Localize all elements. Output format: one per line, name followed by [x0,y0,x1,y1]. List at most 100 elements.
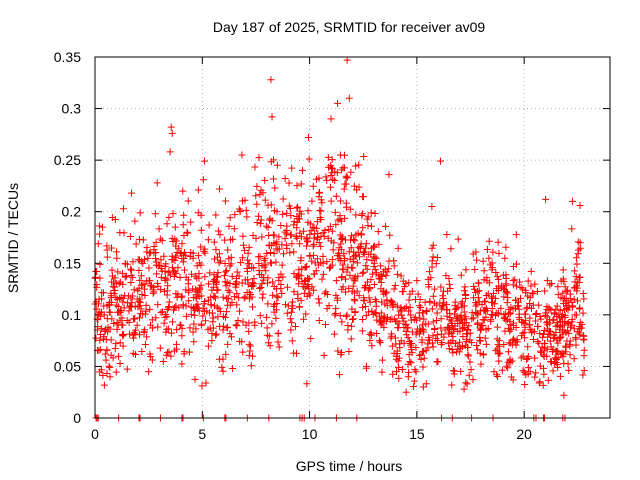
data-point [189,328,197,336]
data-point [382,222,390,230]
data-point [102,356,110,364]
data-point [438,339,446,347]
data-point [119,269,127,277]
data-point [512,296,520,304]
data-point [238,197,246,205]
data-point-outlier [267,76,275,84]
data-point [119,298,127,306]
data-point [346,236,354,244]
data-point [475,287,483,295]
data-point [264,274,272,282]
data-point [188,270,196,278]
data-point [169,210,177,218]
data-point [448,381,456,389]
data-point [535,301,543,309]
data-point [468,309,476,317]
data-point [489,311,497,319]
data-point [461,283,469,291]
data-point [92,298,100,306]
data-point [465,322,473,330]
data-point [398,311,406,319]
data-point [523,305,531,313]
data-point [545,305,553,313]
data-point [454,317,462,325]
data-point [231,211,239,219]
data-point [532,310,540,318]
data-point [152,238,160,246]
data-point [506,339,514,347]
data-point [245,352,253,360]
data-point [139,236,147,244]
data-point [389,370,397,378]
data-point [283,209,291,217]
data-point [341,214,349,222]
data-point [147,321,155,329]
data-point [112,340,120,348]
data-point [557,333,565,341]
data-point [437,305,445,313]
data-point [242,206,250,214]
data-point [418,309,426,317]
data-point [434,253,442,261]
data-point [357,231,365,239]
data-point [485,279,493,287]
data-point [251,321,259,329]
data-point [283,283,291,291]
data-point [376,339,384,347]
data-point [470,294,478,302]
data-point [316,188,324,196]
y-tick-label: 0 [73,410,81,426]
data-point [179,221,187,229]
data-point [300,315,308,323]
data-point [323,176,331,184]
data-point [119,342,127,350]
data-point [553,348,561,356]
data-point [561,314,569,322]
data-point [550,316,558,324]
data-point [482,313,490,321]
data-point [108,266,116,274]
data-point [249,303,257,311]
data-point [130,286,138,294]
data-point [476,337,484,345]
data-point [290,270,298,278]
data-point [269,231,277,239]
data-point [191,375,199,383]
data-point [263,324,271,332]
data-point [129,273,137,281]
data-point [547,358,555,366]
data-point [322,288,330,296]
data-point [355,292,363,300]
data-point [110,320,118,328]
data-point [350,289,358,297]
data-point [532,311,540,319]
data-point [416,314,424,322]
data-point [332,221,340,229]
data-point [350,182,358,190]
data-point [315,174,323,182]
data-point [481,297,489,305]
data-point [342,312,350,320]
data-point [509,376,517,384]
data-point [290,248,298,256]
data-point [359,249,367,257]
data-point [179,258,187,266]
data-point [362,312,370,320]
data-point [493,335,501,343]
data-point [572,254,580,262]
data-point [177,321,185,329]
data-point [277,270,285,278]
data-point [261,176,269,184]
data-point [268,320,276,328]
data-point [254,212,262,220]
data-point [201,273,209,281]
data-point [216,231,224,239]
data-point [262,222,270,230]
data-point [485,237,493,245]
data-point [238,279,246,287]
data-point [559,266,567,274]
data-point [281,174,289,182]
data-point-outlier [402,388,410,396]
data-point [366,330,374,338]
data-point [211,292,219,300]
